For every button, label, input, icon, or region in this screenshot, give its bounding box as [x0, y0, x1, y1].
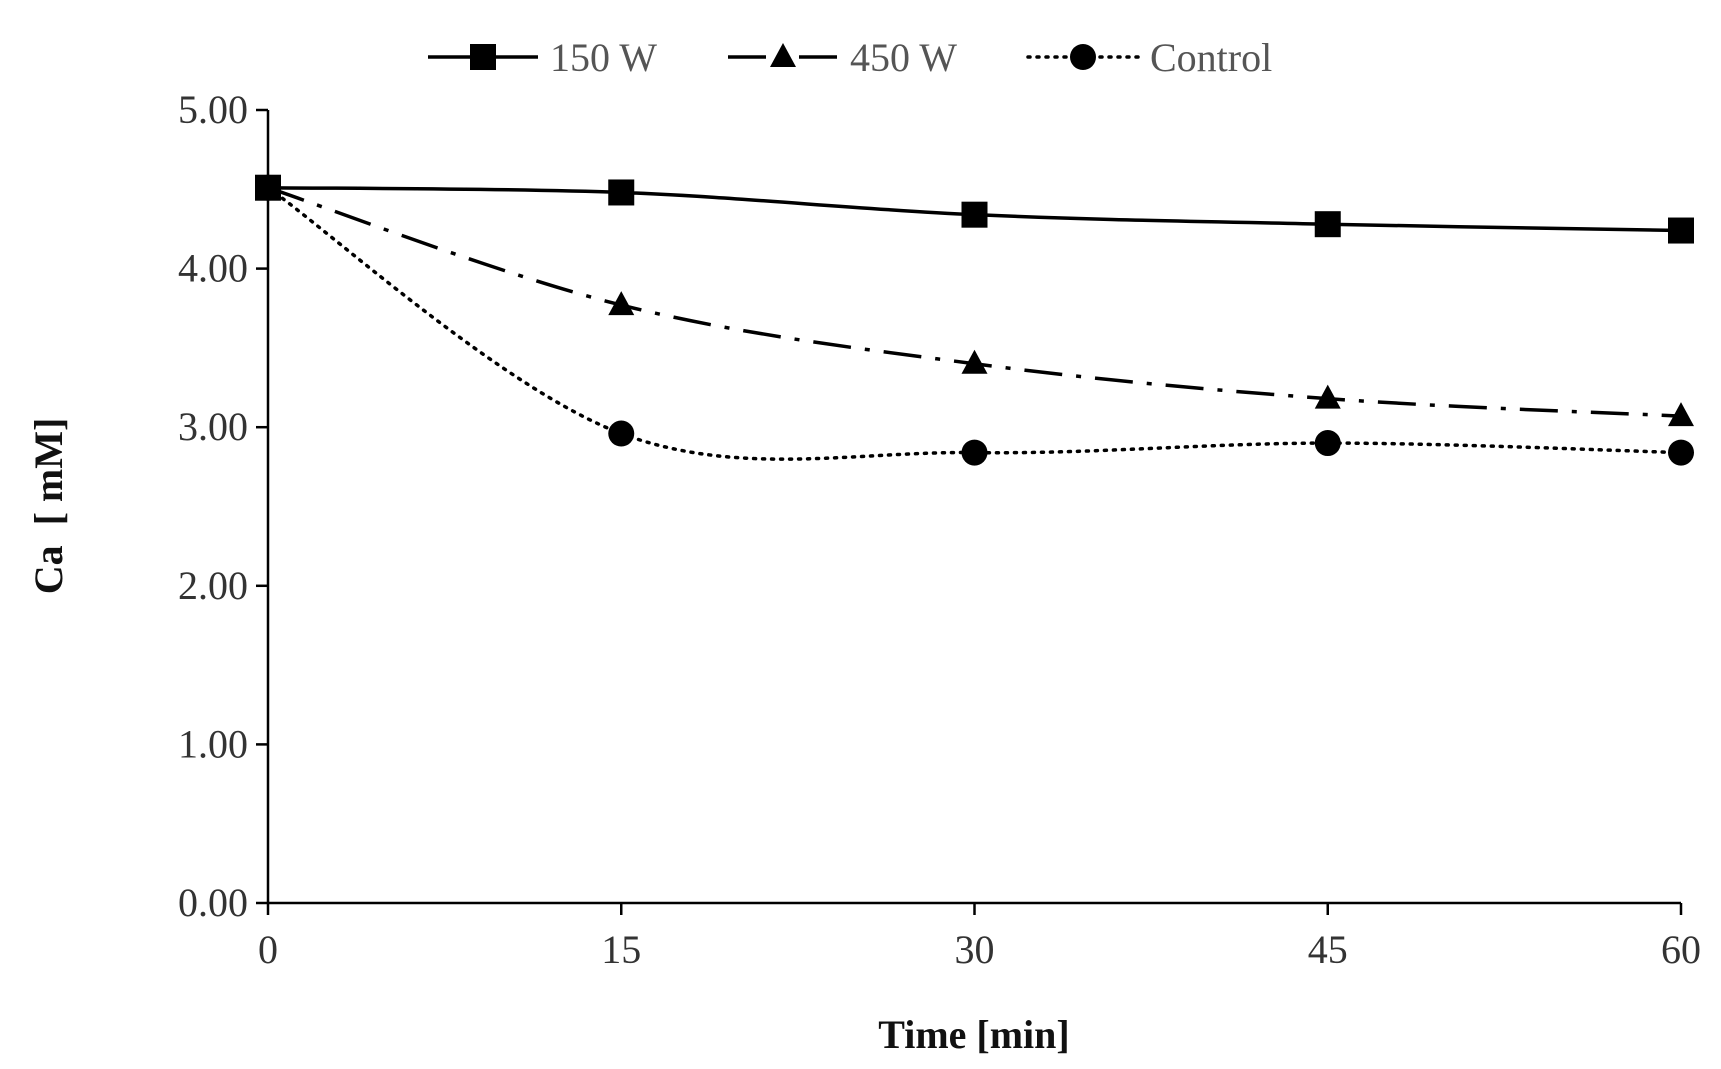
data-point-control — [961, 439, 988, 466]
legend-marker-control — [1070, 44, 1096, 70]
legend-item-150-w: 150 W — [428, 35, 657, 80]
data-point-150-w — [961, 201, 988, 228]
data-point-control — [255, 174, 281, 201]
legend-item-control: Control — [1026, 35, 1272, 80]
data-point-450-w — [1314, 384, 1341, 409]
data-point-150-w — [1314, 211, 1341, 238]
data-point-150-w — [608, 179, 635, 206]
x-tick-label: 0 — [258, 927, 278, 972]
x-tick-label: 45 — [1308, 927, 1348, 972]
legend-label-450-w: 450 W — [850, 35, 957, 80]
y-tick-label: 1.00 — [178, 721, 248, 766]
y-tick-label: 5.00 — [178, 87, 248, 132]
legend-label-150-w: 150 W — [550, 35, 657, 80]
y-tick-label: 4.00 — [178, 246, 248, 291]
x-tick-label: 15 — [601, 927, 641, 972]
data-point-control — [608, 420, 635, 447]
data-point-450-w — [608, 291, 635, 316]
data-point-450-w — [1668, 402, 1694, 427]
axes — [266, 110, 1681, 905]
series-control — [255, 174, 1694, 466]
legend-marker-150-w — [470, 44, 496, 70]
legend-marker-450-w — [770, 43, 796, 67]
x-axis-title: Time [min] — [878, 1012, 1069, 1057]
legend-label-control: Control — [1150, 35, 1272, 80]
y-axis-title: Ca [ mM] — [26, 418, 71, 595]
series-group — [255, 173, 1694, 466]
series-line-control — [266, 185, 1683, 461]
data-point-control — [1668, 439, 1694, 466]
y-tick-label: 3.00 — [178, 404, 248, 449]
data-point-150-w — [1668, 217, 1694, 244]
y-tick-label: 0.00 — [178, 880, 248, 925]
data-point-control — [1314, 430, 1341, 457]
data-point-450-w — [961, 349, 988, 374]
legend: 150 W 450 W Control — [428, 35, 1272, 80]
y-tick-label: 2.00 — [178, 563, 248, 608]
legend-item-450-w: 450 W — [728, 35, 957, 80]
x-tick-label: 60 — [1661, 927, 1701, 972]
x-ticks: 0 15 30 45 60 — [258, 903, 1701, 972]
x-tick-label: 30 — [955, 927, 995, 972]
y-ticks: 0.00 1.00 2.00 3.00 4.00 5.00 — [178, 87, 268, 925]
series-150-w — [255, 174, 1694, 244]
